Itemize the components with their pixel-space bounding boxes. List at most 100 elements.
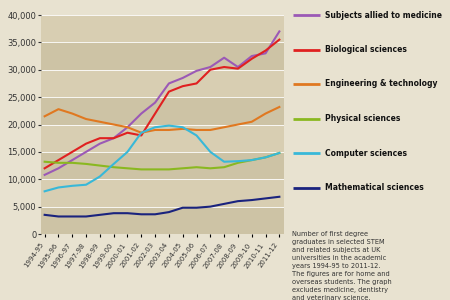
Subjects allied to medicine bbox=[153, 101, 158, 104]
Physical sciences bbox=[180, 167, 185, 170]
Biological sciences bbox=[166, 90, 171, 94]
Bar bbox=[40, 179, 284, 207]
Biological sciences bbox=[97, 136, 103, 140]
Subjects allied to medicine bbox=[235, 65, 241, 69]
Subjects allied to medicine bbox=[277, 30, 282, 33]
Computer sciences bbox=[83, 183, 89, 187]
Engineering & technology bbox=[277, 105, 282, 109]
Mathematical sciences bbox=[249, 198, 254, 202]
Engineering & technology bbox=[125, 125, 130, 129]
Line: Physical sciences: Physical sciences bbox=[45, 153, 279, 169]
Biological sciences bbox=[249, 57, 254, 61]
Mathematical sciences bbox=[111, 212, 117, 215]
Subjects allied to medicine bbox=[97, 142, 103, 146]
Physical sciences bbox=[125, 167, 130, 170]
Engineering & technology bbox=[70, 112, 75, 115]
Text: Physical sciences: Physical sciences bbox=[325, 114, 400, 123]
Computer sciences bbox=[180, 125, 185, 129]
Computer sciences bbox=[277, 151, 282, 155]
Computer sciences bbox=[166, 124, 171, 128]
Engineering & technology bbox=[153, 128, 158, 132]
Mathematical sciences bbox=[70, 215, 75, 218]
Biological sciences bbox=[56, 158, 61, 162]
Bar bbox=[40, 42, 284, 70]
Mathematical sciences bbox=[235, 199, 241, 203]
Physical sciences bbox=[194, 165, 199, 169]
Computer sciences bbox=[194, 134, 199, 137]
Computer sciences bbox=[139, 131, 144, 134]
Text: Biological sciences: Biological sciences bbox=[325, 45, 407, 54]
Line: Computer sciences: Computer sciences bbox=[45, 126, 279, 191]
Bar bbox=[40, 124, 284, 152]
Engineering & technology bbox=[221, 125, 227, 129]
Engineering & technology bbox=[166, 128, 171, 132]
Bar bbox=[40, 152, 284, 179]
Physical sciences bbox=[207, 167, 213, 170]
Biological sciences bbox=[125, 131, 130, 134]
Engineering & technology bbox=[111, 123, 117, 126]
Biological sciences bbox=[83, 142, 89, 146]
Biological sciences bbox=[153, 112, 158, 115]
Subjects allied to medicine bbox=[194, 69, 199, 73]
Subjects allied to medicine bbox=[221, 56, 227, 59]
Line: Engineering & technology: Engineering & technology bbox=[45, 107, 279, 133]
Engineering & technology bbox=[97, 120, 103, 124]
Engineering & technology bbox=[56, 107, 61, 111]
Engineering & technology bbox=[83, 117, 89, 121]
Subjects allied to medicine bbox=[180, 76, 185, 80]
Computer sciences bbox=[125, 150, 130, 154]
Physical sciences bbox=[249, 158, 254, 162]
Subjects allied to medicine bbox=[83, 150, 89, 154]
Text: Mathematical sciences: Mathematical sciences bbox=[325, 183, 423, 192]
Mathematical sciences bbox=[97, 213, 103, 217]
Biological sciences bbox=[194, 82, 199, 85]
Mathematical sciences bbox=[277, 195, 282, 199]
Physical sciences bbox=[56, 161, 61, 165]
Text: Number of first degree
graduates in selected STEM
and related subjects at UK
uni: Number of first degree graduates in sele… bbox=[292, 231, 392, 300]
Computer sciences bbox=[221, 160, 227, 164]
Biological sciences bbox=[42, 167, 47, 170]
Engineering & technology bbox=[139, 131, 144, 134]
Mathematical sciences bbox=[194, 206, 199, 209]
Line: Mathematical sciences: Mathematical sciences bbox=[45, 197, 279, 217]
Computer sciences bbox=[56, 186, 61, 189]
Computer sciences bbox=[263, 155, 268, 159]
Physical sciences bbox=[153, 168, 158, 171]
Biological sciences bbox=[263, 49, 268, 52]
Subjects allied to medicine bbox=[70, 158, 75, 162]
Biological sciences bbox=[139, 134, 144, 137]
Subjects allied to medicine bbox=[125, 125, 130, 129]
Engineering & technology bbox=[263, 112, 268, 115]
Physical sciences bbox=[235, 161, 241, 165]
Bar bbox=[40, 70, 284, 97]
Mathematical sciences bbox=[153, 212, 158, 216]
Text: Subjects allied to medicine: Subjects allied to medicine bbox=[325, 11, 442, 20]
Engineering & technology bbox=[207, 128, 213, 132]
Mathematical sciences bbox=[180, 206, 185, 209]
Biological sciences bbox=[207, 68, 213, 71]
Text: Computer sciences: Computer sciences bbox=[325, 148, 407, 158]
Bar bbox=[40, 97, 284, 124]
Biological sciences bbox=[70, 150, 75, 154]
Mathematical sciences bbox=[139, 212, 144, 216]
Engineering & technology bbox=[235, 123, 241, 126]
Physical sciences bbox=[97, 164, 103, 167]
Mathematical sciences bbox=[207, 205, 213, 208]
Physical sciences bbox=[42, 160, 47, 164]
Biological sciences bbox=[277, 38, 282, 41]
Mathematical sciences bbox=[83, 215, 89, 218]
Subjects allied to medicine bbox=[139, 112, 144, 115]
Line: Subjects allied to medicine: Subjects allied to medicine bbox=[45, 32, 279, 175]
Line: Biological sciences: Biological sciences bbox=[45, 40, 279, 168]
Mathematical sciences bbox=[42, 213, 47, 217]
Computer sciences bbox=[97, 175, 103, 178]
Engineering & technology bbox=[180, 127, 185, 131]
Computer sciences bbox=[249, 158, 254, 162]
Subjects allied to medicine bbox=[263, 52, 268, 55]
Subjects allied to medicine bbox=[207, 65, 213, 69]
Computer sciences bbox=[153, 125, 158, 129]
Computer sciences bbox=[235, 159, 241, 163]
Bar bbox=[40, 15, 284, 42]
Computer sciences bbox=[111, 162, 117, 166]
Mathematical sciences bbox=[125, 212, 130, 215]
